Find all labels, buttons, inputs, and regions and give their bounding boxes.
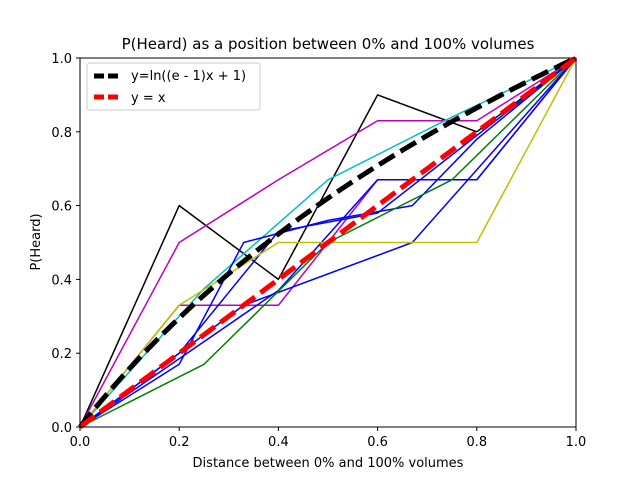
x-axis: 0.0 0.2 0.4 0.6 0.8 1.0 bbox=[70, 427, 587, 450]
y-tick-label: 0.4 bbox=[51, 273, 72, 288]
y-axis-label: P(Heard) bbox=[29, 213, 44, 270]
chart-title: P(Heard) as a position between 0% and 10… bbox=[122, 35, 535, 53]
x-tick-label: 0.0 bbox=[70, 435, 91, 450]
x-tick-label: 0.2 bbox=[169, 435, 190, 450]
legend: y=ln((e - 1)x + 1) y = x bbox=[86, 62, 261, 111]
y-tick-label: 0.8 bbox=[51, 126, 72, 141]
y-tick-label: 0.2 bbox=[51, 347, 72, 362]
legend-label-identity: y = x bbox=[131, 91, 166, 106]
x-tick-label: 1.0 bbox=[566, 435, 587, 450]
legend-label-log: y=ln((e - 1)x + 1) bbox=[131, 69, 246, 84]
series-line bbox=[79, 57, 577, 428]
series-layer bbox=[78, 55, 578, 430]
reference-curve-log bbox=[78, 55, 578, 429]
y-tick-label: 0.0 bbox=[51, 421, 72, 436]
y-tick-label: 0.6 bbox=[51, 200, 72, 215]
x-tick-label: 0.4 bbox=[268, 435, 289, 450]
legend-box bbox=[86, 62, 261, 111]
x-tick-label: 0.6 bbox=[367, 435, 388, 450]
series-line bbox=[79, 57, 577, 428]
x-axis-label: Distance between 0% and 100% volumes bbox=[193, 456, 464, 471]
reference-curve-identity bbox=[78, 55, 578, 430]
series-line bbox=[79, 57, 577, 428]
x-tick-label: 0.8 bbox=[466, 435, 487, 450]
plot-frame bbox=[79, 57, 577, 428]
y-axis: 0.0 0.2 0.4 0.6 0.8 1.0 bbox=[51, 52, 80, 436]
y-tick-label: 1.0 bbox=[51, 52, 72, 67]
